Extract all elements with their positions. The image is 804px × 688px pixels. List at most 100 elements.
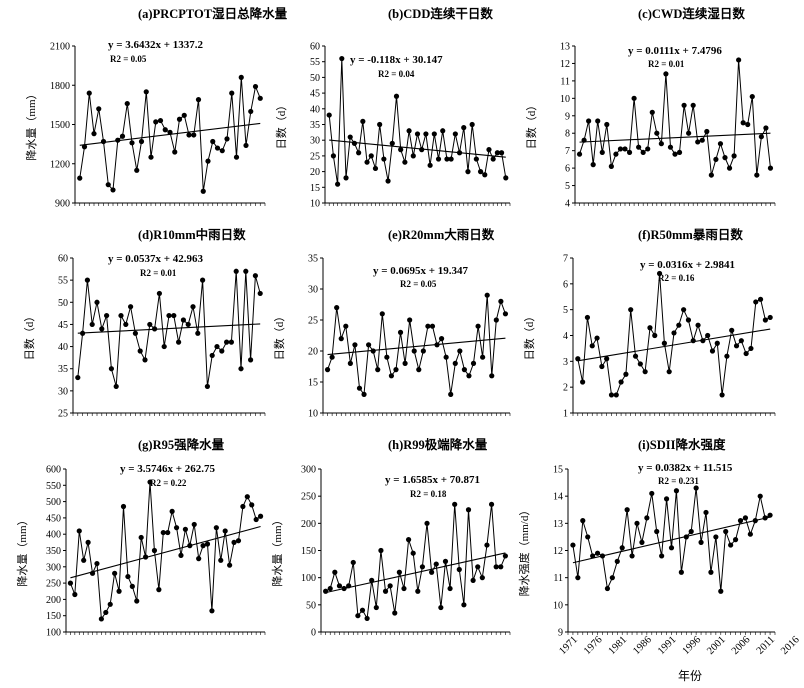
data-point <box>457 348 463 354</box>
data-point <box>649 109 655 115</box>
data-point <box>182 526 188 532</box>
data-point <box>693 485 699 491</box>
data-point <box>343 323 349 329</box>
data-point <box>466 373 472 379</box>
data-point <box>204 383 210 390</box>
y-tick-label: 50 <box>58 298 68 309</box>
trend-equation: y = -0.118x + 30.147 <box>350 54 443 66</box>
y-axis-label: 降水量（mm） <box>15 514 29 586</box>
data-point <box>580 518 586 524</box>
chart-title: (f)R50mm暴雨日数 <box>638 227 743 242</box>
data-point <box>589 343 595 349</box>
data-point <box>160 529 166 536</box>
data-point <box>249 502 255 508</box>
trend-equation: y = 1.6585x + 70.871 <box>385 474 480 486</box>
data-point <box>335 181 341 187</box>
data-point <box>187 543 193 549</box>
data-point <box>172 149 178 155</box>
y-tick-label: 11 <box>560 76 570 87</box>
data-point <box>156 290 162 297</box>
data-point <box>178 552 184 558</box>
data-point <box>465 169 471 175</box>
data-point <box>599 149 605 156</box>
data-point <box>618 379 624 385</box>
data-point <box>137 348 143 354</box>
data-point <box>442 558 449 564</box>
y-tick-label: 45 <box>310 89 320 100</box>
data-point <box>347 360 353 366</box>
data-point <box>581 137 587 143</box>
data-point <box>339 55 345 62</box>
data-point <box>389 140 395 146</box>
data-point <box>108 366 114 372</box>
data-point <box>752 518 758 524</box>
data-point <box>608 392 615 398</box>
y-tick-label: 60 <box>310 42 320 53</box>
data-point <box>94 560 100 567</box>
x-tick-label: 2001 <box>705 634 728 657</box>
data-point <box>406 128 412 134</box>
y-tick-label: 6 <box>565 164 570 175</box>
data-point <box>378 547 384 554</box>
data-point <box>652 332 658 339</box>
data-point <box>757 493 763 499</box>
data-point <box>356 150 362 156</box>
data-point <box>355 613 361 619</box>
data-point <box>640 149 646 156</box>
data-point <box>129 140 135 146</box>
data-point <box>742 515 749 521</box>
data-point <box>156 587 162 593</box>
y-axis-label: 降水强度（mm/d） <box>517 505 531 597</box>
data-point <box>195 330 201 336</box>
panel-6: (f)R50mm暴雨日数 1 2 3 4 5 6 7 日数（d） y = 0.0316x + 2.… <box>523 227 776 420</box>
data-point <box>387 583 393 589</box>
r-squared: R2 = 0.231 <box>658 476 699 486</box>
chart-title: (g)R95强降水量 <box>138 437 225 452</box>
panel-9: (i)SDII降水强度 9 10 11 12 13 14 15 降水强度（mm/d） y = 0.… <box>517 437 802 657</box>
data-point <box>173 525 180 531</box>
y-tick-label: 14 <box>553 492 563 503</box>
data-point <box>477 169 484 175</box>
y-tick-label: 5 <box>565 181 570 192</box>
data-point <box>171 312 177 319</box>
y-tick-label: 7 <box>565 146 570 157</box>
data-point <box>762 515 768 521</box>
x-tick-label: 2016 <box>779 634 802 657</box>
trend-equation: y = 0.0111x + 7.4796 <box>628 45 722 57</box>
y-tick-label: 300 <box>301 465 316 476</box>
data-point <box>502 553 508 559</box>
data-point <box>147 479 153 485</box>
data-point <box>359 607 366 613</box>
y-axis-label: 日数（d） <box>525 100 538 150</box>
data-point <box>397 329 404 335</box>
data-point <box>489 373 495 379</box>
data-point <box>470 577 476 583</box>
data-point <box>200 543 206 549</box>
data-point <box>672 151 678 157</box>
data-point <box>393 93 400 99</box>
data-point <box>190 304 196 310</box>
data-point <box>493 317 499 323</box>
data-point <box>753 299 759 305</box>
data-point <box>85 539 91 545</box>
data-point <box>723 528 729 535</box>
data-point <box>729 327 735 333</box>
data-point <box>708 172 714 178</box>
y-tick-label: 200 <box>301 519 316 530</box>
y-axis-label: 降水量（mm） <box>24 88 38 160</box>
x-tick-label: 1991 <box>656 634 679 657</box>
data-point <box>447 585 453 592</box>
data-point <box>678 569 684 575</box>
y-axis-label: 日数（d） <box>273 311 286 361</box>
data-point <box>103 609 109 616</box>
data-point <box>392 610 398 616</box>
y-tick-label: 55 <box>310 57 320 68</box>
data-point <box>238 366 244 372</box>
y-tick-label: 20 <box>310 167 320 178</box>
data-point <box>613 392 619 398</box>
series-line <box>328 58 507 185</box>
data-point <box>663 496 670 502</box>
data-point <box>113 383 119 390</box>
data-point <box>360 118 366 124</box>
data-point <box>647 325 653 331</box>
